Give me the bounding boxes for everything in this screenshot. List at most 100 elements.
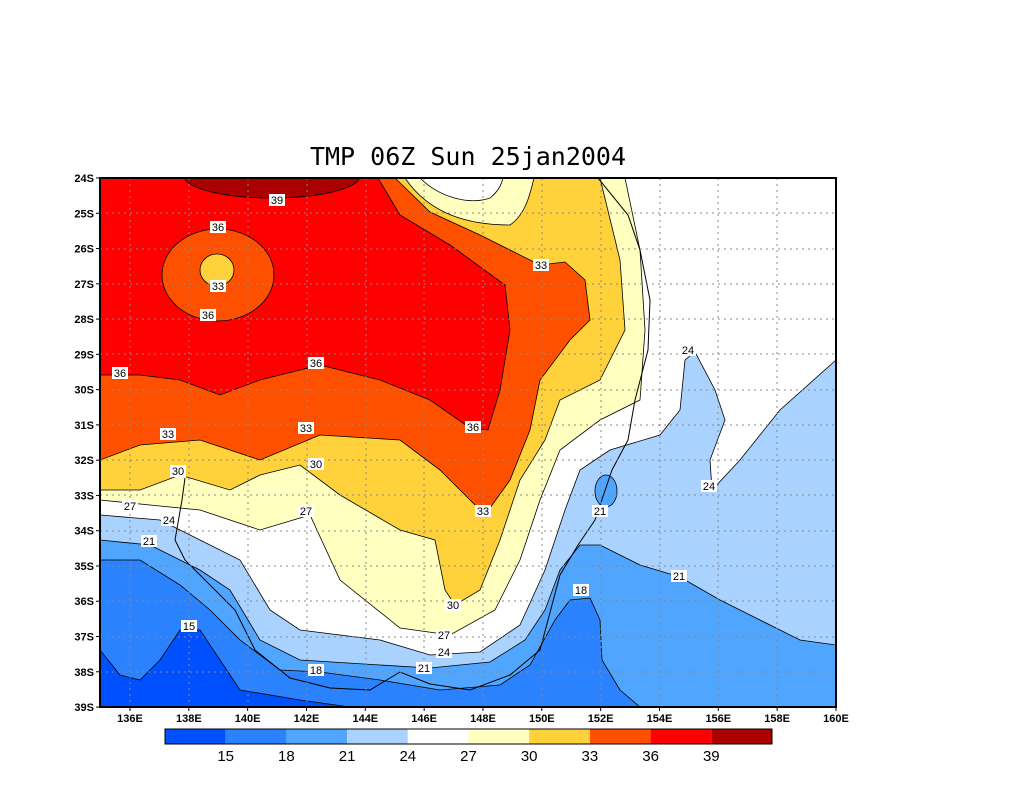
legend-swatch [589, 729, 651, 744]
legend-label: 21 [339, 748, 356, 765]
contour-label: 27 [436, 629, 452, 642]
legend-swatch [407, 729, 469, 744]
lat-tick-label: 28S [74, 314, 94, 326]
lon-tick-label: 140E [235, 713, 261, 725]
lat-tick-label: 34S [74, 526, 94, 538]
contour-label: 33 [475, 505, 491, 518]
svg-text:27: 27 [438, 630, 450, 642]
svg-text:18: 18 [575, 585, 587, 597]
lon-tick-label: 148E [470, 713, 496, 725]
contour-label: 33 [533, 259, 549, 272]
svg-text:24: 24 [438, 647, 450, 659]
contour-label: 21 [671, 570, 687, 583]
svg-text:18: 18 [310, 665, 322, 677]
contour-label: 30 [170, 465, 186, 478]
contour-label: 33 [160, 428, 176, 441]
contour-label: 30 [308, 458, 324, 471]
contour-label: 36 [210, 221, 226, 234]
contour-label: 27 [298, 505, 314, 518]
svg-text:15: 15 [183, 621, 195, 633]
svg-text:30: 30 [310, 459, 322, 471]
lat-tick-label: 26S [74, 244, 94, 256]
lat-tick-label: 33S [74, 490, 94, 502]
svg-text:33: 33 [212, 281, 224, 293]
contour-fills [100, 178, 836, 707]
svg-text:33: 33 [300, 423, 312, 435]
contour-label: 36 [465, 421, 481, 434]
legend-label: 33 [582, 748, 599, 765]
contour-labels: 39 36 33 36 36 36 33 33 36 33 30 30 27 27 24 21 33 24 24 21… [112, 194, 717, 677]
lat-tick-label: 31S [74, 420, 94, 432]
legend-label: 36 [642, 748, 659, 765]
lat-tick-label: 39S [74, 702, 94, 714]
legend-swatch [468, 729, 530, 744]
legend-swatch [711, 729, 772, 744]
band-24-27-top [419, 178, 504, 202]
lat-tick-label: 29S [74, 349, 94, 361]
svg-text:21: 21 [418, 663, 430, 675]
svg-text:27: 27 [300, 506, 312, 518]
longitude-axis: 136E 138E 140E 142E 144E 146E 148E 150E 152E 154E… [117, 707, 849, 725]
svg-text:39: 39 [271, 195, 283, 207]
svg-text:21: 21 [673, 571, 685, 583]
legend-label: 18 [278, 748, 295, 765]
legend-label: 15 [217, 748, 234, 765]
lat-tick-label: 38S [74, 667, 94, 679]
cool-pocket-18-21 [594, 474, 618, 508]
lon-tick-label: 158E [764, 713, 790, 725]
contour-label: 30 [445, 599, 461, 612]
legend-label: 27 [460, 748, 477, 765]
legend-label: 39 [703, 748, 720, 765]
legend-swatch [165, 729, 226, 744]
coastline [174, 178, 651, 691]
lat-tick-label: 32S [74, 455, 94, 467]
contour-label: 24 [436, 646, 452, 659]
svg-text:30: 30 [172, 466, 184, 478]
contour-label: 24 [161, 514, 177, 527]
latitude-axis: 24S 25S 26S 27S 28S 29S 30S 31S 32S 33S 34S 35S 36S 3… [74, 173, 100, 714]
contour-label: 27 [122, 500, 138, 513]
band-15-18 [100, 559, 641, 707]
contour-lines [100, 178, 646, 636]
svg-text:36: 36 [114, 368, 126, 380]
lat-tick-label: 24S [74, 173, 94, 185]
contour-label: 33 [298, 422, 314, 435]
contour-label: 18 [308, 664, 324, 677]
contour-label: 21 [416, 662, 432, 675]
legend-swatch [286, 729, 348, 744]
lon-tick-label: 160E [823, 713, 849, 725]
legend-label: 30 [521, 748, 538, 765]
lon-tick-label: 154E [647, 713, 673, 725]
plot-frame [99, 177, 837, 708]
legend-swatch [347, 729, 408, 744]
contour-label: 36 [308, 357, 324, 370]
legend-label: 24 [399, 748, 416, 765]
svg-text:36: 36 [310, 358, 322, 370]
contour-label: 39 [269, 194, 285, 207]
lon-tick-label: 136E [117, 713, 143, 725]
contour-label: 24 [680, 344, 696, 357]
svg-text:33: 33 [162, 429, 174, 441]
lon-tick-label: 152E [588, 713, 614, 725]
contour-label: 36 [112, 367, 128, 380]
contour-label: 33 [210, 280, 226, 293]
contour-label: 18 [573, 584, 589, 597]
lat-tick-label: 37S [74, 632, 94, 644]
svg-text:21: 21 [594, 506, 606, 518]
svg-text:36: 36 [467, 422, 479, 434]
svg-text:36: 36 [202, 310, 214, 322]
legend-swatch [650, 729, 712, 744]
lat-tick-label: 35S [74, 561, 94, 573]
lon-tick-label: 144E [352, 713, 378, 725]
contour-label: 15 [181, 620, 197, 633]
svg-text:30: 30 [447, 600, 459, 612]
grid-lines [100, 178, 836, 707]
lon-tick-label: 142E [294, 713, 320, 725]
contour-label: 24 [701, 480, 717, 493]
lat-tick-label: 27S [74, 279, 94, 291]
contour-label: 21 [592, 505, 608, 518]
svg-text:24: 24 [163, 515, 175, 527]
contour-label: 36 [200, 309, 216, 322]
svg-text:33: 33 [477, 506, 489, 518]
map-title: TMP 06Z Sun 25jan2004 [310, 142, 626, 171]
